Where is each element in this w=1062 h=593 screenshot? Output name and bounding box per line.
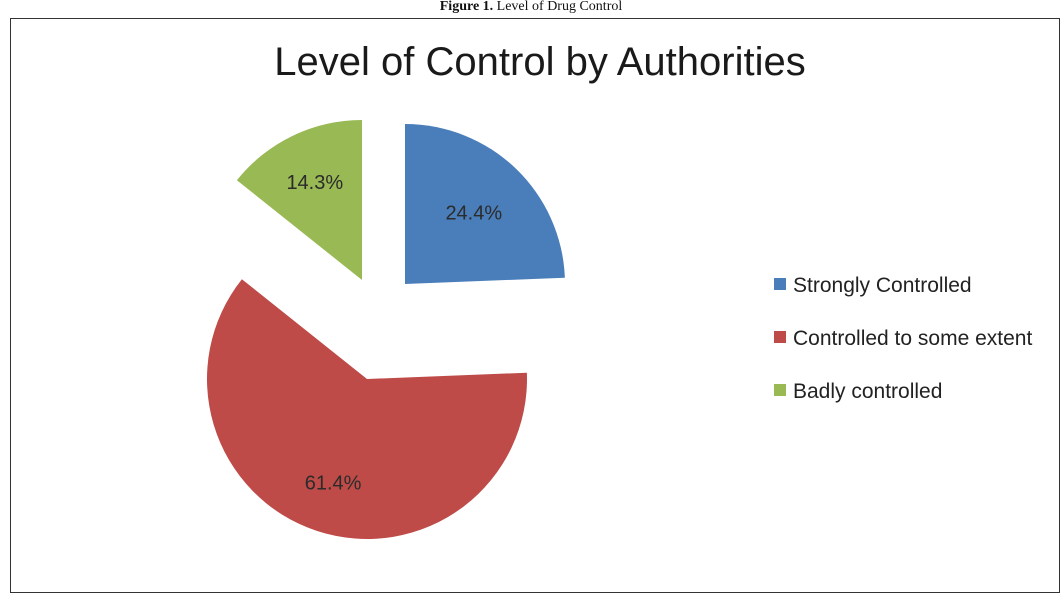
legend-entry: Controlled to some extent — [793, 327, 1032, 350]
figure-caption-text: Level of Drug Control — [493, 0, 623, 14]
legend-swatch — [774, 384, 786, 396]
data-label: 61.4% — [305, 472, 362, 494]
legend-swatch — [774, 331, 786, 343]
legend-entry: Strongly Controlled — [793, 274, 972, 297]
legend-swatch — [774, 278, 786, 290]
data-label: 24.4% — [445, 203, 502, 225]
figure-caption: Figure 1. Level of Drug Control — [0, 0, 1062, 18]
chart-title: Level of Control by Authorities — [274, 40, 805, 84]
legend: Strongly Controlled Controlled to some ex… — [774, 274, 1032, 403]
data-label: 14.3% — [286, 172, 343, 194]
pie-slice-strongly-controlled — [405, 124, 565, 284]
pie-slices — [207, 120, 565, 540]
chart-frame — [10, 18, 1060, 593]
legend-entry: Badly controlled — [793, 380, 942, 403]
figure-caption-prefix: Figure 1. — [439, 0, 494, 14]
pie-slice-controlled-to-some-extent — [207, 279, 527, 540]
data-labels: 24.4% 61.4% 14.3% — [286, 172, 502, 494]
pie-slice-badly-controlled — [236, 120, 362, 280]
